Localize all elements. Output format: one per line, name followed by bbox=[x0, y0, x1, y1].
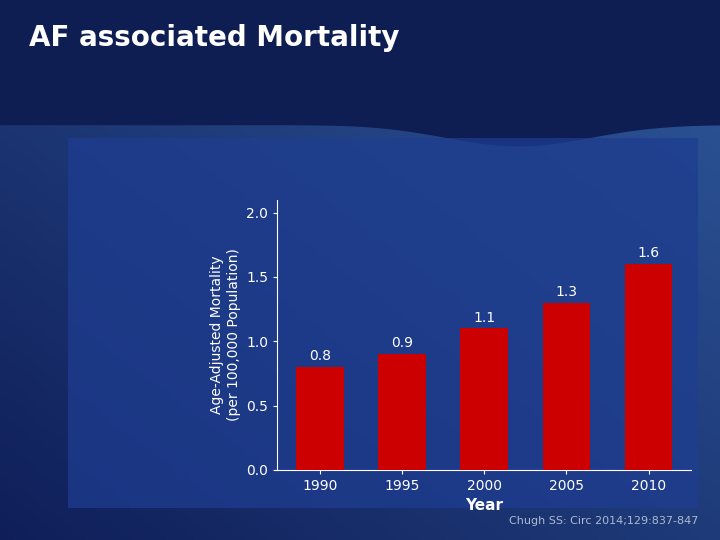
Bar bbox=[378, 354, 426, 470]
Text: 1.6: 1.6 bbox=[637, 246, 660, 260]
Bar bbox=[460, 328, 508, 470]
FancyBboxPatch shape bbox=[56, 130, 711, 515]
Text: 1.1: 1.1 bbox=[473, 310, 495, 325]
Bar bbox=[625, 264, 672, 470]
Text: 0.8: 0.8 bbox=[309, 349, 331, 363]
Text: AF associated Mortality: AF associated Mortality bbox=[29, 24, 400, 52]
Text: 1.3: 1.3 bbox=[555, 285, 577, 299]
Bar bbox=[543, 302, 590, 470]
Text: Chugh SS: Circ 2014;129:837-847: Chugh SS: Circ 2014;129:837-847 bbox=[509, 516, 698, 526]
Text: 0.9: 0.9 bbox=[391, 336, 413, 350]
X-axis label: Year: Year bbox=[465, 498, 503, 514]
Bar bbox=[296, 367, 343, 470]
Y-axis label: Age-Adjusted Mortality
(per 100,000 Population): Age-Adjusted Mortality (per 100,000 Popu… bbox=[210, 248, 240, 421]
